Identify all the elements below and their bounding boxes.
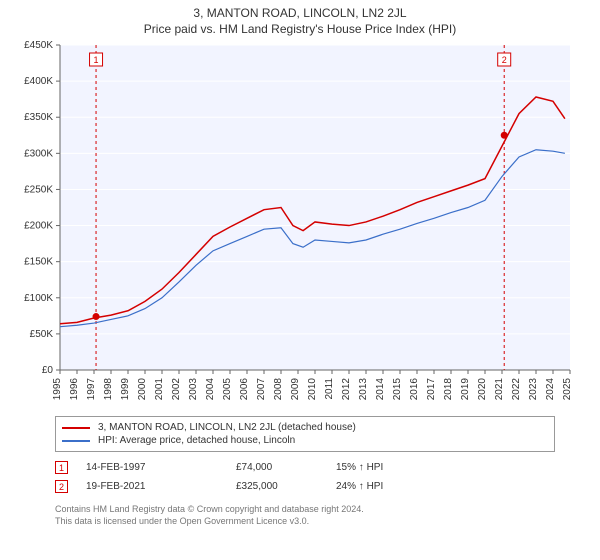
svg-text:2012: 2012: [341, 378, 352, 401]
svg-text:£200K: £200K: [24, 221, 53, 232]
svg-text:2008: 2008: [273, 378, 284, 401]
svg-text:2023: 2023: [528, 378, 539, 401]
svg-text:2003: 2003: [188, 378, 199, 401]
legend-label: HPI: Average price, detached house, Linc…: [98, 435, 295, 446]
svg-text:2006: 2006: [239, 378, 250, 401]
sales-table: 1 14-FEB-1997£74,00015% ↑ HPI 2 19-FEB-2021…: [55, 458, 555, 496]
svg-text:2: 2: [502, 55, 507, 65]
svg-text:2000: 2000: [137, 378, 148, 401]
svg-text:1: 1: [94, 55, 99, 65]
sale-marker-icon: 2: [55, 480, 68, 493]
svg-text:2009: 2009: [290, 378, 301, 401]
legend-swatch: [62, 427, 90, 429]
svg-text:£100K: £100K: [24, 293, 53, 304]
sale-price: £325,000: [236, 481, 336, 492]
chart-svg: £0 £50K £100K £150K £200K £250K £300K £350K £400…: [20, 40, 580, 410]
footer: Contains HM Land Registry data © Crown c…: [55, 504, 555, 527]
svg-text:2014: 2014: [375, 378, 386, 401]
svg-text:2001: 2001: [154, 378, 165, 401]
legend-label: 3, MANTON ROAD, LINCOLN, LN2 2JL (detach…: [98, 422, 356, 433]
svg-text:2021: 2021: [494, 378, 505, 401]
svg-text:2004: 2004: [205, 378, 216, 401]
footer-line1: Contains HM Land Registry data © Crown c…: [55, 504, 555, 516]
sale-row: 2 19-FEB-2021£325,00024% ↑ HPI: [55, 477, 555, 496]
svg-text:2018: 2018: [443, 378, 454, 401]
svg-text:2015: 2015: [392, 378, 403, 401]
svg-text:1995: 1995: [52, 378, 63, 401]
svg-text:2011: 2011: [324, 378, 335, 400]
sale-date: 19-FEB-2021: [86, 481, 236, 492]
legend-item: 3, MANTON ROAD, LINCOLN, LN2 2JL (detach…: [62, 421, 548, 434]
svg-text:2002: 2002: [171, 378, 182, 401]
sale-date: 14-FEB-1997: [86, 462, 236, 473]
svg-text:2005: 2005: [222, 378, 233, 401]
svg-text:2022: 2022: [511, 378, 522, 401]
svg-text:£450K: £450K: [24, 40, 53, 51]
svg-text:2024: 2024: [545, 378, 556, 401]
legend: 3, MANTON ROAD, LINCOLN, LN2 2JL (detach…: [55, 416, 555, 452]
legend-swatch: [62, 440, 90, 442]
sale-pct: 24% ↑ HPI: [336, 481, 456, 492]
sale-price: £74,000: [236, 462, 336, 473]
svg-text:2010: 2010: [307, 378, 318, 401]
svg-text:2019: 2019: [460, 378, 471, 401]
svg-text:£50K: £50K: [30, 329, 54, 340]
sale-marker-icon: 1: [55, 461, 68, 474]
svg-text:1999: 1999: [120, 378, 131, 401]
legend-item: HPI: Average price, detached house, Linc…: [62, 434, 548, 447]
footer-line2: This data is licensed under the Open Gov…: [55, 516, 555, 528]
svg-text:£350K: £350K: [24, 112, 53, 123]
svg-text:1998: 1998: [103, 378, 114, 401]
chart-area: £0 £50K £100K £150K £200K £250K £300K £350K £400…: [20, 40, 580, 410]
svg-text:£0: £0: [42, 365, 54, 376]
svg-text:1996: 1996: [69, 378, 80, 401]
svg-text:£250K: £250K: [24, 184, 53, 195]
svg-text:2017: 2017: [426, 378, 437, 401]
svg-text:£300K: £300K: [24, 148, 53, 159]
sale-pct: 15% ↑ HPI: [336, 462, 456, 473]
sale-row: 1 14-FEB-1997£74,00015% ↑ HPI: [55, 458, 555, 477]
svg-text:2013: 2013: [358, 378, 369, 401]
svg-text:2016: 2016: [409, 378, 420, 401]
svg-text:2007: 2007: [256, 378, 267, 401]
svg-text:£400K: £400K: [24, 76, 53, 87]
chart-subtitle: Price paid vs. HM Land Registry's House …: [0, 20, 600, 40]
svg-text:£150K: £150K: [24, 257, 53, 268]
svg-text:1997: 1997: [86, 378, 97, 401]
svg-text:2025: 2025: [562, 378, 573, 401]
svg-text:2020: 2020: [477, 378, 488, 401]
chart-title: 3, MANTON ROAD, LINCOLN, LN2 2JL: [0, 0, 600, 20]
